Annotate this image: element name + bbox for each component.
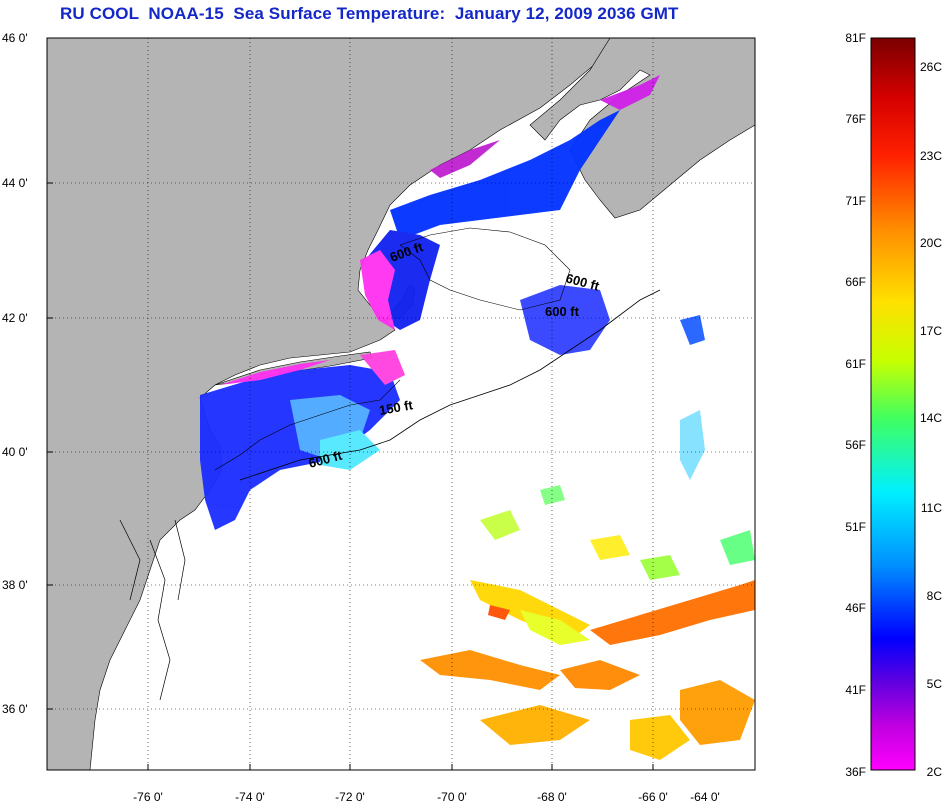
lon-tick-label: -70 0': [437, 790, 467, 804]
colorbar-c-label: 23C: [920, 149, 942, 163]
depth-contour-coastal: [214, 379, 401, 471]
colorbar-f-labels: 81F 76F 71F 66F 61F 56F 51F 46F 41F 36F: [845, 31, 866, 779]
colorbar-f-label: 56F: [845, 438, 866, 452]
colorbar-f-label: 66F: [845, 275, 866, 289]
lat-tick-label: 40 0': [2, 445, 28, 459]
colorbar: [870, 37, 916, 771]
colorbar-f-label: 46F: [845, 601, 866, 615]
axis-ticks: [47, 182, 654, 770]
depth-contour-inner: [399, 227, 571, 311]
lat-tick-label: 36 0': [2, 702, 28, 716]
lon-tick-label: -72 0': [335, 790, 365, 804]
lon-tick-label: -74 0': [235, 790, 265, 804]
colorbar-f-label: 41F: [845, 683, 866, 697]
lon-tick-label: -68 0': [537, 790, 567, 804]
depth-label: 600 ft: [545, 304, 580, 319]
colorbar-c-label: 17C: [920, 324, 942, 338]
lat-tick-label: 38 0': [2, 578, 28, 592]
colorbar-f-label: 81F: [845, 31, 866, 45]
colorbar-c-labels: 26C 23C 20C 17C 14C 11C 8C 5C 2C: [920, 60, 942, 779]
lat-tick-label: 44 0': [2, 176, 28, 190]
lon-tick-label: -76 0': [133, 790, 163, 804]
chesapeake-bay: [119, 519, 186, 701]
colorbar-c-label: 5C: [927, 677, 943, 691]
colorbar-c-label: 20C: [920, 236, 942, 250]
colorbar-c-label: 11C: [921, 501, 942, 515]
lat-tick-label: 46 0': [2, 31, 28, 45]
colorbar-c-label: 2C: [927, 765, 943, 779]
lon-tick-label: -66 0': [638, 790, 668, 804]
colorbar-c-label: 14C: [920, 411, 942, 425]
colorbar-f-label: 61F: [845, 357, 866, 371]
depth-label: 150 ft: [378, 397, 415, 418]
colorbar-f-label: 76F: [845, 112, 866, 126]
map-frame: [46, 37, 756, 771]
colorbar-f-label: 36F: [845, 765, 866, 779]
nova-scotia-landmass: [529, 38, 755, 219]
map-title: RU COOL NOAA-15 Sea Surface Temperature:…: [60, 4, 679, 23]
colorbar-f-label: 71F: [845, 194, 866, 208]
depth-contour-600ft: [239, 289, 661, 481]
colorbar-c-label: 8C: [927, 589, 943, 603]
lon-tick-label: -64 0': [690, 790, 720, 804]
colorbar-c-label: 26C: [920, 60, 942, 74]
lat-tick-label: 42 0': [2, 311, 28, 325]
colorbar-f-label: 51F: [845, 520, 866, 534]
